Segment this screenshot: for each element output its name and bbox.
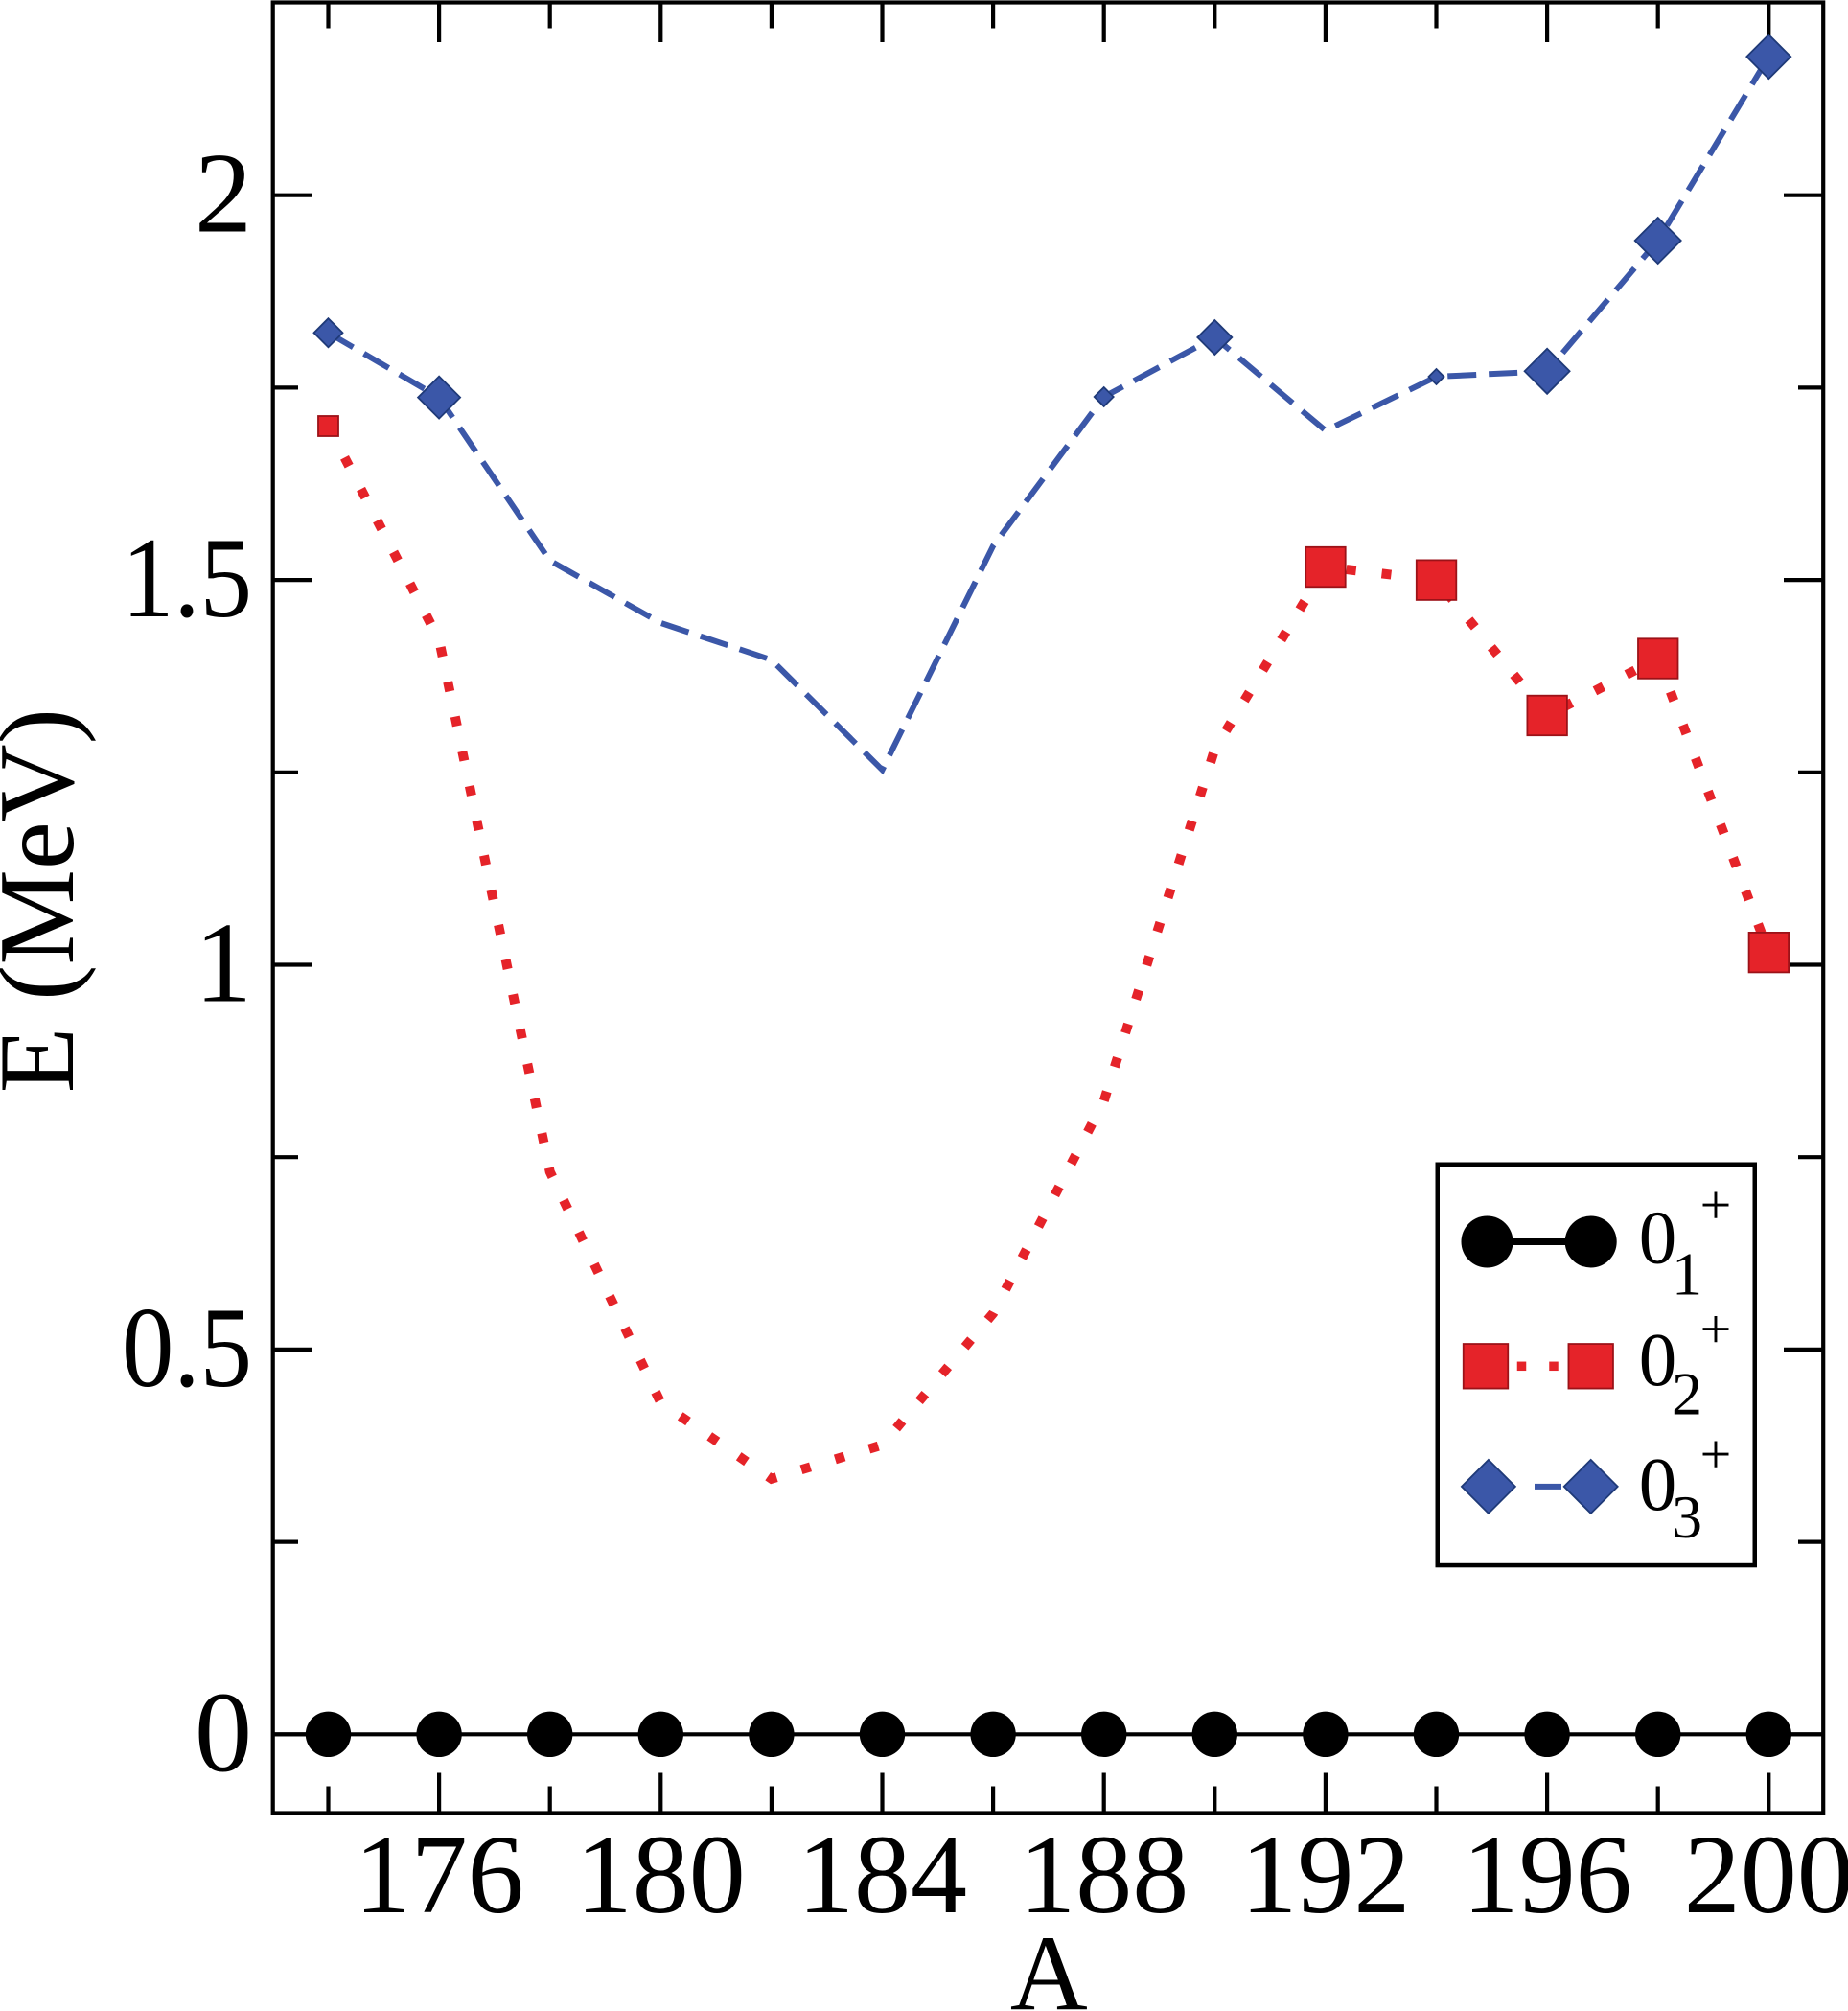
- svg-text:2: 2: [195, 129, 252, 257]
- svg-text:188: 188: [1019, 1812, 1189, 1937]
- svg-text:3: 3: [1672, 1483, 1702, 1551]
- svg-text:+: +: [1700, 1298, 1732, 1360]
- svg-text:1: 1: [195, 899, 252, 1027]
- svg-text:E (MeV): E (MeV): [0, 708, 97, 1093]
- svg-text:+: +: [1700, 1173, 1732, 1236]
- svg-text:200: 200: [1684, 1812, 1848, 1937]
- svg-text:A: A: [1010, 1914, 1088, 2011]
- svg-text:1.5: 1.5: [122, 514, 252, 641]
- svg-text:+: +: [1700, 1423, 1732, 1486]
- svg-text:0.5: 0.5: [122, 1283, 252, 1411]
- svg-text:180: 180: [576, 1812, 746, 1937]
- svg-text:176: 176: [355, 1812, 524, 1937]
- svg-text:2: 2: [1672, 1359, 1702, 1427]
- svg-text:184: 184: [797, 1812, 967, 1937]
- svg-text:0: 0: [1639, 1197, 1677, 1281]
- svg-text:0: 0: [1639, 1319, 1677, 1402]
- svg-text:1: 1: [1672, 1240, 1702, 1308]
- svg-text:0: 0: [195, 1668, 252, 1795]
- svg-text:192: 192: [1240, 1812, 1410, 1937]
- svg-text:196: 196: [1463, 1812, 1632, 1937]
- svg-text:0: 0: [1639, 1444, 1677, 1527]
